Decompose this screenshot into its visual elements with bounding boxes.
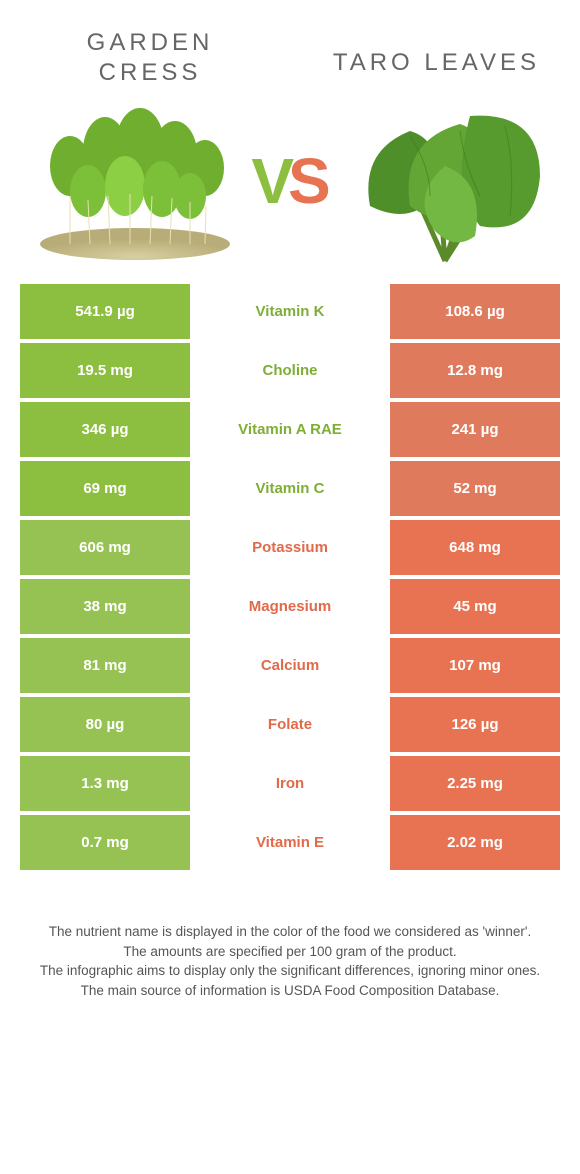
nutrient-label: Vitamin K <box>190 284 390 339</box>
right-value: 126 µg <box>390 697 560 752</box>
footnote-line: The infographic aims to display only the… <box>30 961 550 981</box>
nutrient-label: Vitamin C <box>190 461 390 516</box>
nutrient-label: Magnesium <box>190 579 390 634</box>
footnotes: The nutrient name is displayed in the co… <box>0 874 580 1000</box>
left-value: 80 µg <box>20 697 190 752</box>
right-value: 648 mg <box>390 520 560 575</box>
nutrient-label: Choline <box>190 343 390 398</box>
nutrient-row: 541.9 µgVitamin K108.6 µg <box>20 284 560 339</box>
header: GardenCress Taro Leaves <box>0 0 580 88</box>
nutrient-label: Folate <box>190 697 390 752</box>
footnote-line: The nutrient name is displayed in the co… <box>30 922 550 942</box>
nutrient-label: Calcium <box>190 638 390 693</box>
nutrient-row: 606 mgPotassium648 mg <box>20 520 560 575</box>
footnote-line: The main source of information is USDA F… <box>30 981 550 1001</box>
left-value: 541.9 µg <box>20 284 190 339</box>
left-value: 69 mg <box>20 461 190 516</box>
right-food-title: Taro Leaves <box>300 28 540 78</box>
right-value: 108.6 µg <box>390 284 560 339</box>
nutrient-row: 1.3 mgIron2.25 mg <box>20 756 560 811</box>
right-value: 241 µg <box>390 402 560 457</box>
left-value: 606 mg <box>20 520 190 575</box>
hero-row: V S <box>0 88 580 284</box>
nutrient-row: 19.5 mgCholine12.8 mg <box>20 343 560 398</box>
nutrient-row: 69 mgVitamin C52 mg <box>20 461 560 516</box>
left-value: 81 mg <box>20 638 190 693</box>
right-value: 52 mg <box>390 461 560 516</box>
left-value: 1.3 mg <box>20 756 190 811</box>
vs-s: S <box>288 149 329 213</box>
nutrient-label: Vitamin E <box>190 815 390 870</box>
nutrient-label: Potassium <box>190 520 390 575</box>
nutrient-row: 0.7 mgVitamin E2.02 mg <box>20 815 560 870</box>
left-food-title: GardenCress <box>40 28 260 88</box>
footnote-line: The amounts are specified per 100 gram o… <box>30 942 550 962</box>
nutrient-table: 541.9 µgVitamin K108.6 µg19.5 mgCholine1… <box>0 284 580 870</box>
nutrient-row: 81 mgCalcium107 mg <box>20 638 560 693</box>
right-value: 107 mg <box>390 638 560 693</box>
right-value: 2.02 mg <box>390 815 560 870</box>
nutrient-label: Vitamin A RAE <box>190 402 390 457</box>
nutrient-label: Iron <box>190 756 390 811</box>
vs-v: V <box>251 149 292 213</box>
left-value: 0.7 mg <box>20 815 190 870</box>
nutrient-row: 38 mgMagnesium45 mg <box>20 579 560 634</box>
right-value: 12.8 mg <box>390 343 560 398</box>
left-value: 346 µg <box>20 402 190 457</box>
right-value: 45 mg <box>390 579 560 634</box>
taro-leaves-icon <box>340 96 550 266</box>
right-value: 2.25 mg <box>390 756 560 811</box>
nutrient-row: 80 µgFolate126 µg <box>20 697 560 752</box>
vs-label: V S <box>251 149 328 213</box>
nutrient-row: 346 µgVitamin A RAE241 µg <box>20 402 560 457</box>
garden-cress-icon <box>30 96 240 266</box>
left-value: 38 mg <box>20 579 190 634</box>
left-value: 19.5 mg <box>20 343 190 398</box>
